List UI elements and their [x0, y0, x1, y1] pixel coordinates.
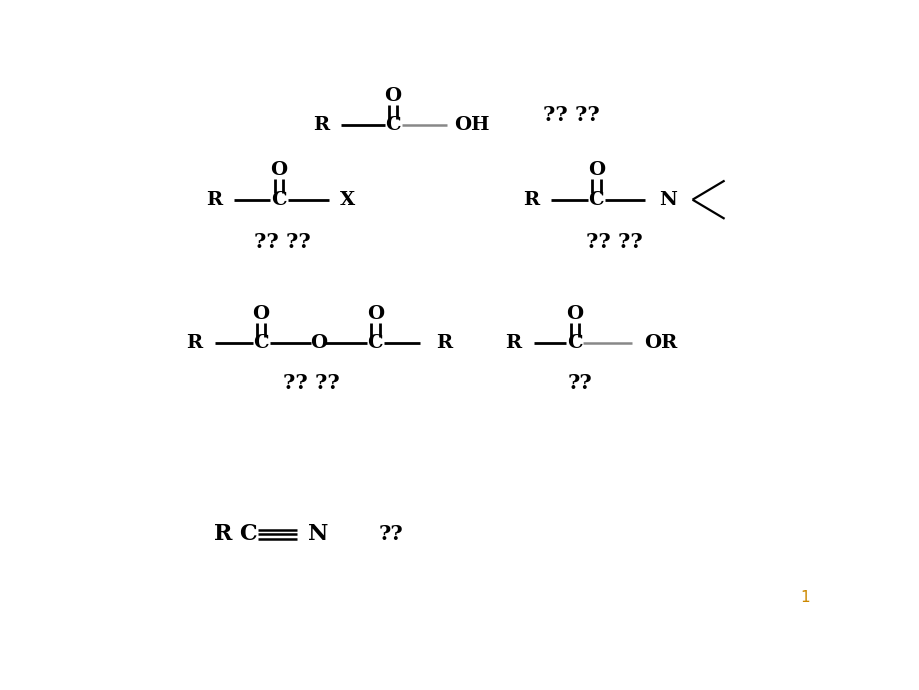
- Text: OH: OH: [453, 117, 489, 135]
- Text: C: C: [385, 117, 401, 135]
- Text: R: R: [312, 117, 329, 135]
- Text: R: R: [523, 190, 539, 208]
- Text: R: R: [505, 334, 521, 352]
- Text: O: O: [384, 87, 402, 105]
- Text: O: O: [587, 161, 604, 179]
- Text: O: O: [566, 305, 583, 323]
- Text: O: O: [367, 305, 383, 323]
- Text: ??: ??: [379, 524, 403, 544]
- Text: ?? ??: ?? ??: [282, 373, 339, 393]
- Text: C: C: [253, 334, 268, 352]
- Text: N: N: [658, 190, 676, 208]
- Text: C: C: [566, 334, 582, 352]
- Text: C: C: [367, 334, 382, 352]
- Text: O: O: [253, 305, 269, 323]
- Text: C: C: [588, 190, 604, 208]
- Text: ?? ??: ?? ??: [254, 233, 311, 252]
- Text: R: R: [187, 334, 202, 352]
- Text: ?? ??: ?? ??: [542, 105, 599, 125]
- Text: N: N: [307, 524, 327, 545]
- Text: R: R: [206, 190, 221, 208]
- Text: R: R: [436, 334, 451, 352]
- Text: ?? ??: ?? ??: [585, 233, 641, 252]
- Text: O: O: [310, 334, 326, 352]
- Text: 1: 1: [800, 589, 810, 604]
- Text: O: O: [270, 161, 288, 179]
- Text: R: R: [214, 524, 233, 545]
- Text: X: X: [339, 190, 355, 208]
- Text: C: C: [271, 190, 287, 208]
- Text: C: C: [239, 524, 256, 545]
- Text: OR: OR: [643, 334, 676, 352]
- Text: ??: ??: [567, 373, 592, 393]
